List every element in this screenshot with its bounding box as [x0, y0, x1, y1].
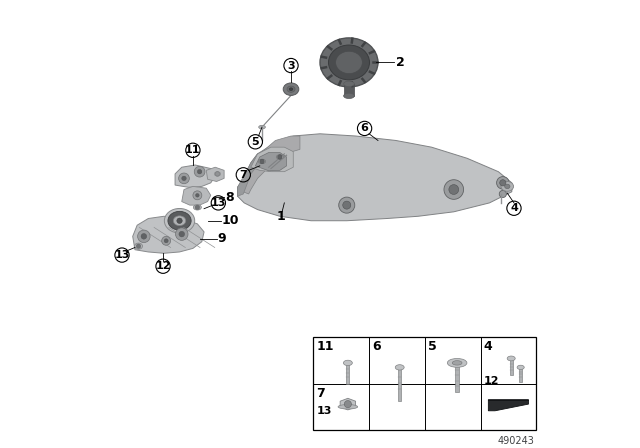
- Ellipse shape: [289, 88, 292, 90]
- Ellipse shape: [320, 38, 378, 87]
- Polygon shape: [206, 167, 224, 181]
- Text: 5: 5: [252, 137, 259, 147]
- Circle shape: [177, 218, 182, 224]
- Ellipse shape: [447, 358, 467, 367]
- Circle shape: [179, 231, 184, 237]
- Polygon shape: [237, 136, 300, 194]
- Ellipse shape: [344, 93, 355, 99]
- Circle shape: [162, 237, 171, 245]
- Bar: [314, 337, 536, 431]
- Circle shape: [141, 233, 147, 239]
- Ellipse shape: [259, 125, 266, 129]
- Text: 12: 12: [156, 261, 171, 271]
- Polygon shape: [237, 154, 257, 196]
- Text: 490243: 490243: [497, 435, 534, 446]
- Text: 11: 11: [185, 145, 201, 155]
- Polygon shape: [182, 186, 211, 205]
- Polygon shape: [255, 152, 287, 171]
- Circle shape: [343, 201, 351, 209]
- Circle shape: [497, 177, 509, 189]
- Text: 12: 12: [484, 376, 499, 386]
- Bar: [398, 367, 401, 401]
- Ellipse shape: [287, 86, 295, 92]
- Circle shape: [260, 159, 264, 164]
- Circle shape: [195, 205, 200, 210]
- Circle shape: [278, 155, 282, 159]
- Text: 6: 6: [372, 340, 381, 353]
- Text: 6: 6: [361, 124, 369, 134]
- Bar: [519, 367, 522, 382]
- Ellipse shape: [517, 365, 524, 370]
- Polygon shape: [340, 398, 356, 410]
- Circle shape: [136, 244, 141, 248]
- Circle shape: [164, 239, 168, 243]
- Ellipse shape: [276, 155, 284, 159]
- Text: 3: 3: [287, 60, 295, 70]
- Circle shape: [449, 185, 459, 194]
- Circle shape: [339, 197, 355, 213]
- Ellipse shape: [396, 365, 404, 370]
- Circle shape: [196, 194, 199, 197]
- Ellipse shape: [193, 205, 202, 210]
- Polygon shape: [488, 400, 529, 411]
- Bar: [455, 363, 459, 392]
- Text: 8: 8: [225, 190, 234, 203]
- Circle shape: [215, 172, 220, 176]
- Ellipse shape: [501, 181, 513, 191]
- Ellipse shape: [452, 361, 462, 365]
- Polygon shape: [132, 216, 204, 253]
- Text: 13: 13: [316, 406, 332, 416]
- Circle shape: [182, 176, 186, 181]
- Ellipse shape: [164, 208, 195, 233]
- Text: 11: 11: [316, 340, 334, 353]
- Text: 13: 13: [211, 198, 226, 208]
- Ellipse shape: [338, 405, 358, 409]
- Text: 10: 10: [222, 214, 239, 227]
- Ellipse shape: [173, 216, 186, 226]
- Text: 4: 4: [484, 340, 492, 353]
- Circle shape: [197, 169, 202, 174]
- Ellipse shape: [259, 159, 266, 164]
- Circle shape: [193, 191, 202, 200]
- Ellipse shape: [335, 51, 362, 73]
- Ellipse shape: [344, 360, 353, 366]
- Polygon shape: [237, 134, 512, 221]
- Polygon shape: [237, 183, 512, 196]
- Circle shape: [138, 230, 150, 242]
- Circle shape: [195, 166, 205, 177]
- Text: 13: 13: [115, 250, 130, 260]
- Circle shape: [500, 180, 506, 186]
- Ellipse shape: [507, 356, 515, 361]
- Circle shape: [444, 180, 463, 199]
- Ellipse shape: [504, 184, 510, 189]
- Text: 5: 5: [428, 340, 436, 353]
- Circle shape: [175, 228, 188, 241]
- Circle shape: [344, 401, 351, 408]
- Bar: [509, 358, 513, 375]
- Ellipse shape: [168, 211, 191, 230]
- Text: 7: 7: [239, 170, 247, 180]
- Ellipse shape: [134, 243, 143, 249]
- Polygon shape: [344, 84, 355, 96]
- Polygon shape: [175, 165, 215, 187]
- Ellipse shape: [328, 45, 369, 80]
- Ellipse shape: [284, 83, 299, 95]
- Text: 4: 4: [510, 203, 518, 213]
- Text: 7: 7: [316, 387, 325, 400]
- Ellipse shape: [214, 172, 221, 176]
- Ellipse shape: [344, 81, 355, 86]
- Text: 9: 9: [218, 232, 226, 245]
- Bar: [346, 363, 349, 384]
- Circle shape: [499, 190, 506, 198]
- Text: 1: 1: [277, 210, 285, 223]
- Polygon shape: [251, 147, 293, 172]
- Text: 2: 2: [396, 56, 404, 69]
- Circle shape: [179, 173, 189, 184]
